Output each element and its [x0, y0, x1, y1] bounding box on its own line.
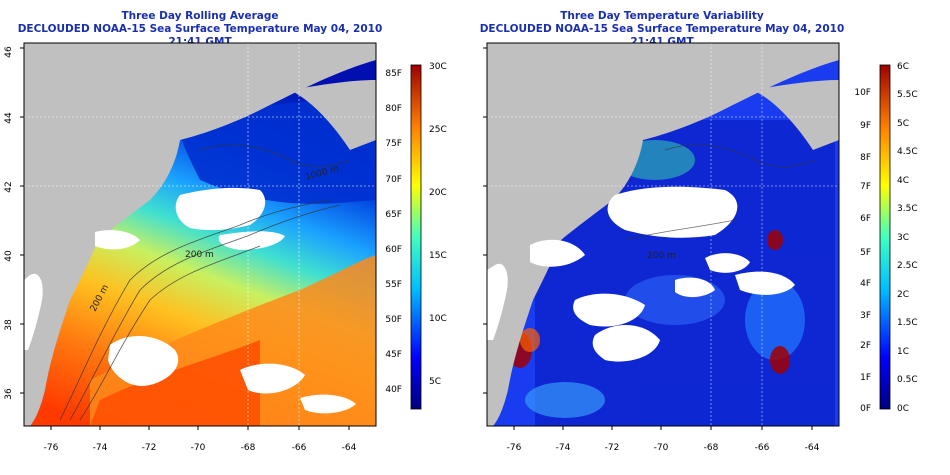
y-tick-label: 40	[4, 250, 14, 262]
colorbar-label-c: 0C	[897, 404, 909, 414]
x-tick-label: -74	[556, 443, 571, 453]
colorbar-label-f: 45F	[385, 350, 402, 360]
variability-colorbar: 10F 9F 8F 7F 6F 5F 4F 3F 2F 1F 0F 6C 5.5…	[854, 62, 917, 414]
y-tick-label: 38	[475, 319, 478, 331]
colorbar-label-f: 5F	[860, 248, 871, 258]
y-tick-label: 38	[4, 319, 14, 331]
y-tick-label: 44	[475, 112, 478, 124]
sst-average-map: 1000 m 200 m 200 m 46 44 42 40 38 36 -76…	[4, 42, 447, 453]
colorbar-label-f: 0F	[860, 404, 871, 414]
colorbar-label-c: 1.5C	[897, 318, 918, 328]
x-tick-label: -66	[292, 443, 307, 453]
colorbar-label-c: 1C	[897, 347, 909, 357]
colorbar-label-f: 60F	[385, 245, 402, 255]
x-tick-label: -74	[93, 443, 108, 453]
x-tick-label: -68	[704, 443, 719, 453]
x-tick-label: -70	[654, 443, 669, 453]
x-tick-label: -76	[44, 443, 59, 453]
panel-title: Three Day Temperature Variability	[560, 10, 764, 22]
colorbar-label-c: 25C	[429, 125, 447, 135]
colorbar-label-c: 20C	[429, 188, 447, 198]
colorbar-label-f: 6F	[860, 214, 871, 224]
colorbar-label-f: 8F	[860, 153, 871, 163]
colorbar-label-c: 30C	[429, 62, 447, 72]
depth-contours	[59, 144, 351, 421]
colorbar-label-f: 3F	[860, 311, 871, 321]
colorbar-label-c: 0.5C	[897, 375, 918, 385]
y-tick-label: 46	[475, 46, 478, 58]
colorbar-label-f: 65F	[385, 210, 402, 220]
x-tick-label: -72	[142, 443, 157, 453]
colorbar-label-f: 7F	[860, 182, 871, 192]
x-tick-label: -66	[755, 443, 770, 453]
colorbar-label-f: 10F	[854, 88, 871, 98]
panel-title: Three Day Rolling Average	[121, 10, 279, 22]
colorbar-label-c: 2.5C	[897, 261, 918, 271]
colorbar-label-c: 10C	[429, 314, 447, 324]
colorbar-label-c: 4.5C	[897, 147, 918, 157]
colorbar-label-f: 85F	[385, 69, 402, 79]
colorbar-label-f: 55F	[385, 280, 402, 290]
colorbar-label-c: 15C	[429, 251, 447, 261]
y-tick-label: 42	[475, 181, 478, 192]
x-tick-label: -76	[507, 443, 522, 453]
x-tick-label: -70	[191, 443, 206, 453]
y-tick-label: 44	[4, 112, 14, 124]
land-mass	[24, 43, 376, 426]
colorbar-label-c: 2C	[897, 290, 909, 300]
colorbar-label-c: 4C	[897, 176, 909, 186]
x-tick-label: -72	[605, 443, 620, 453]
contour-label: 200 m	[647, 251, 676, 261]
colorbar-label-c: 5C	[429, 377, 441, 387]
depth-contours	[624, 144, 816, 241]
colorbar-label-f: 40F	[385, 385, 402, 395]
colorbar-label-f: 70F	[385, 175, 402, 185]
colorbar-label-c: 6C	[897, 62, 909, 72]
x-tick-label: -64	[342, 443, 357, 453]
y-tick-label: 42	[4, 181, 14, 192]
colorbar-label-f: 2F	[860, 341, 871, 351]
colorbar-label-c: 5C	[897, 119, 909, 129]
colorbar-label-c: 5.5C	[897, 90, 918, 100]
y-tick-label: 46	[4, 46, 14, 58]
contour-label: 200 m	[185, 250, 214, 260]
y-tick-label: 36	[4, 388, 14, 400]
x-tick-label: -64	[805, 443, 820, 453]
colorbar-label-f: 75F	[385, 139, 402, 149]
colorbar-label-f: 50F	[385, 315, 402, 325]
y-tick-label: 36	[475, 388, 478, 400]
colorbar-label-c: 3.5C	[897, 204, 918, 214]
colorbar-label-f: 9F	[860, 121, 871, 131]
sst-colorbar: 85F 80F 75F 70F 65F 60F 55F 50F 45F 40F …	[385, 62, 447, 410]
colorbar-label-f: 80F	[385, 104, 402, 114]
sst-variability-map: 200 m -76 -74 -72 -70 -68 -66 -64 46 44 …	[475, 42, 918, 453]
sst-average-panel: Three Day Rolling Average DECLOUDED NOAA…	[4, 10, 447, 453]
cloud-mask	[487, 186, 795, 362]
colorbar-label-f: 4F	[860, 279, 871, 289]
y-tick-label: 40	[475, 250, 478, 262]
colorbar-label-c: 3C	[897, 233, 909, 243]
colorbar-label-f: 1F	[860, 373, 871, 383]
sst-variability-panel: Three Day Temperature Variability DECLOU…	[475, 0, 950, 475]
x-tick-label: -68	[241, 443, 256, 453]
cloud-mask	[24, 187, 356, 414]
